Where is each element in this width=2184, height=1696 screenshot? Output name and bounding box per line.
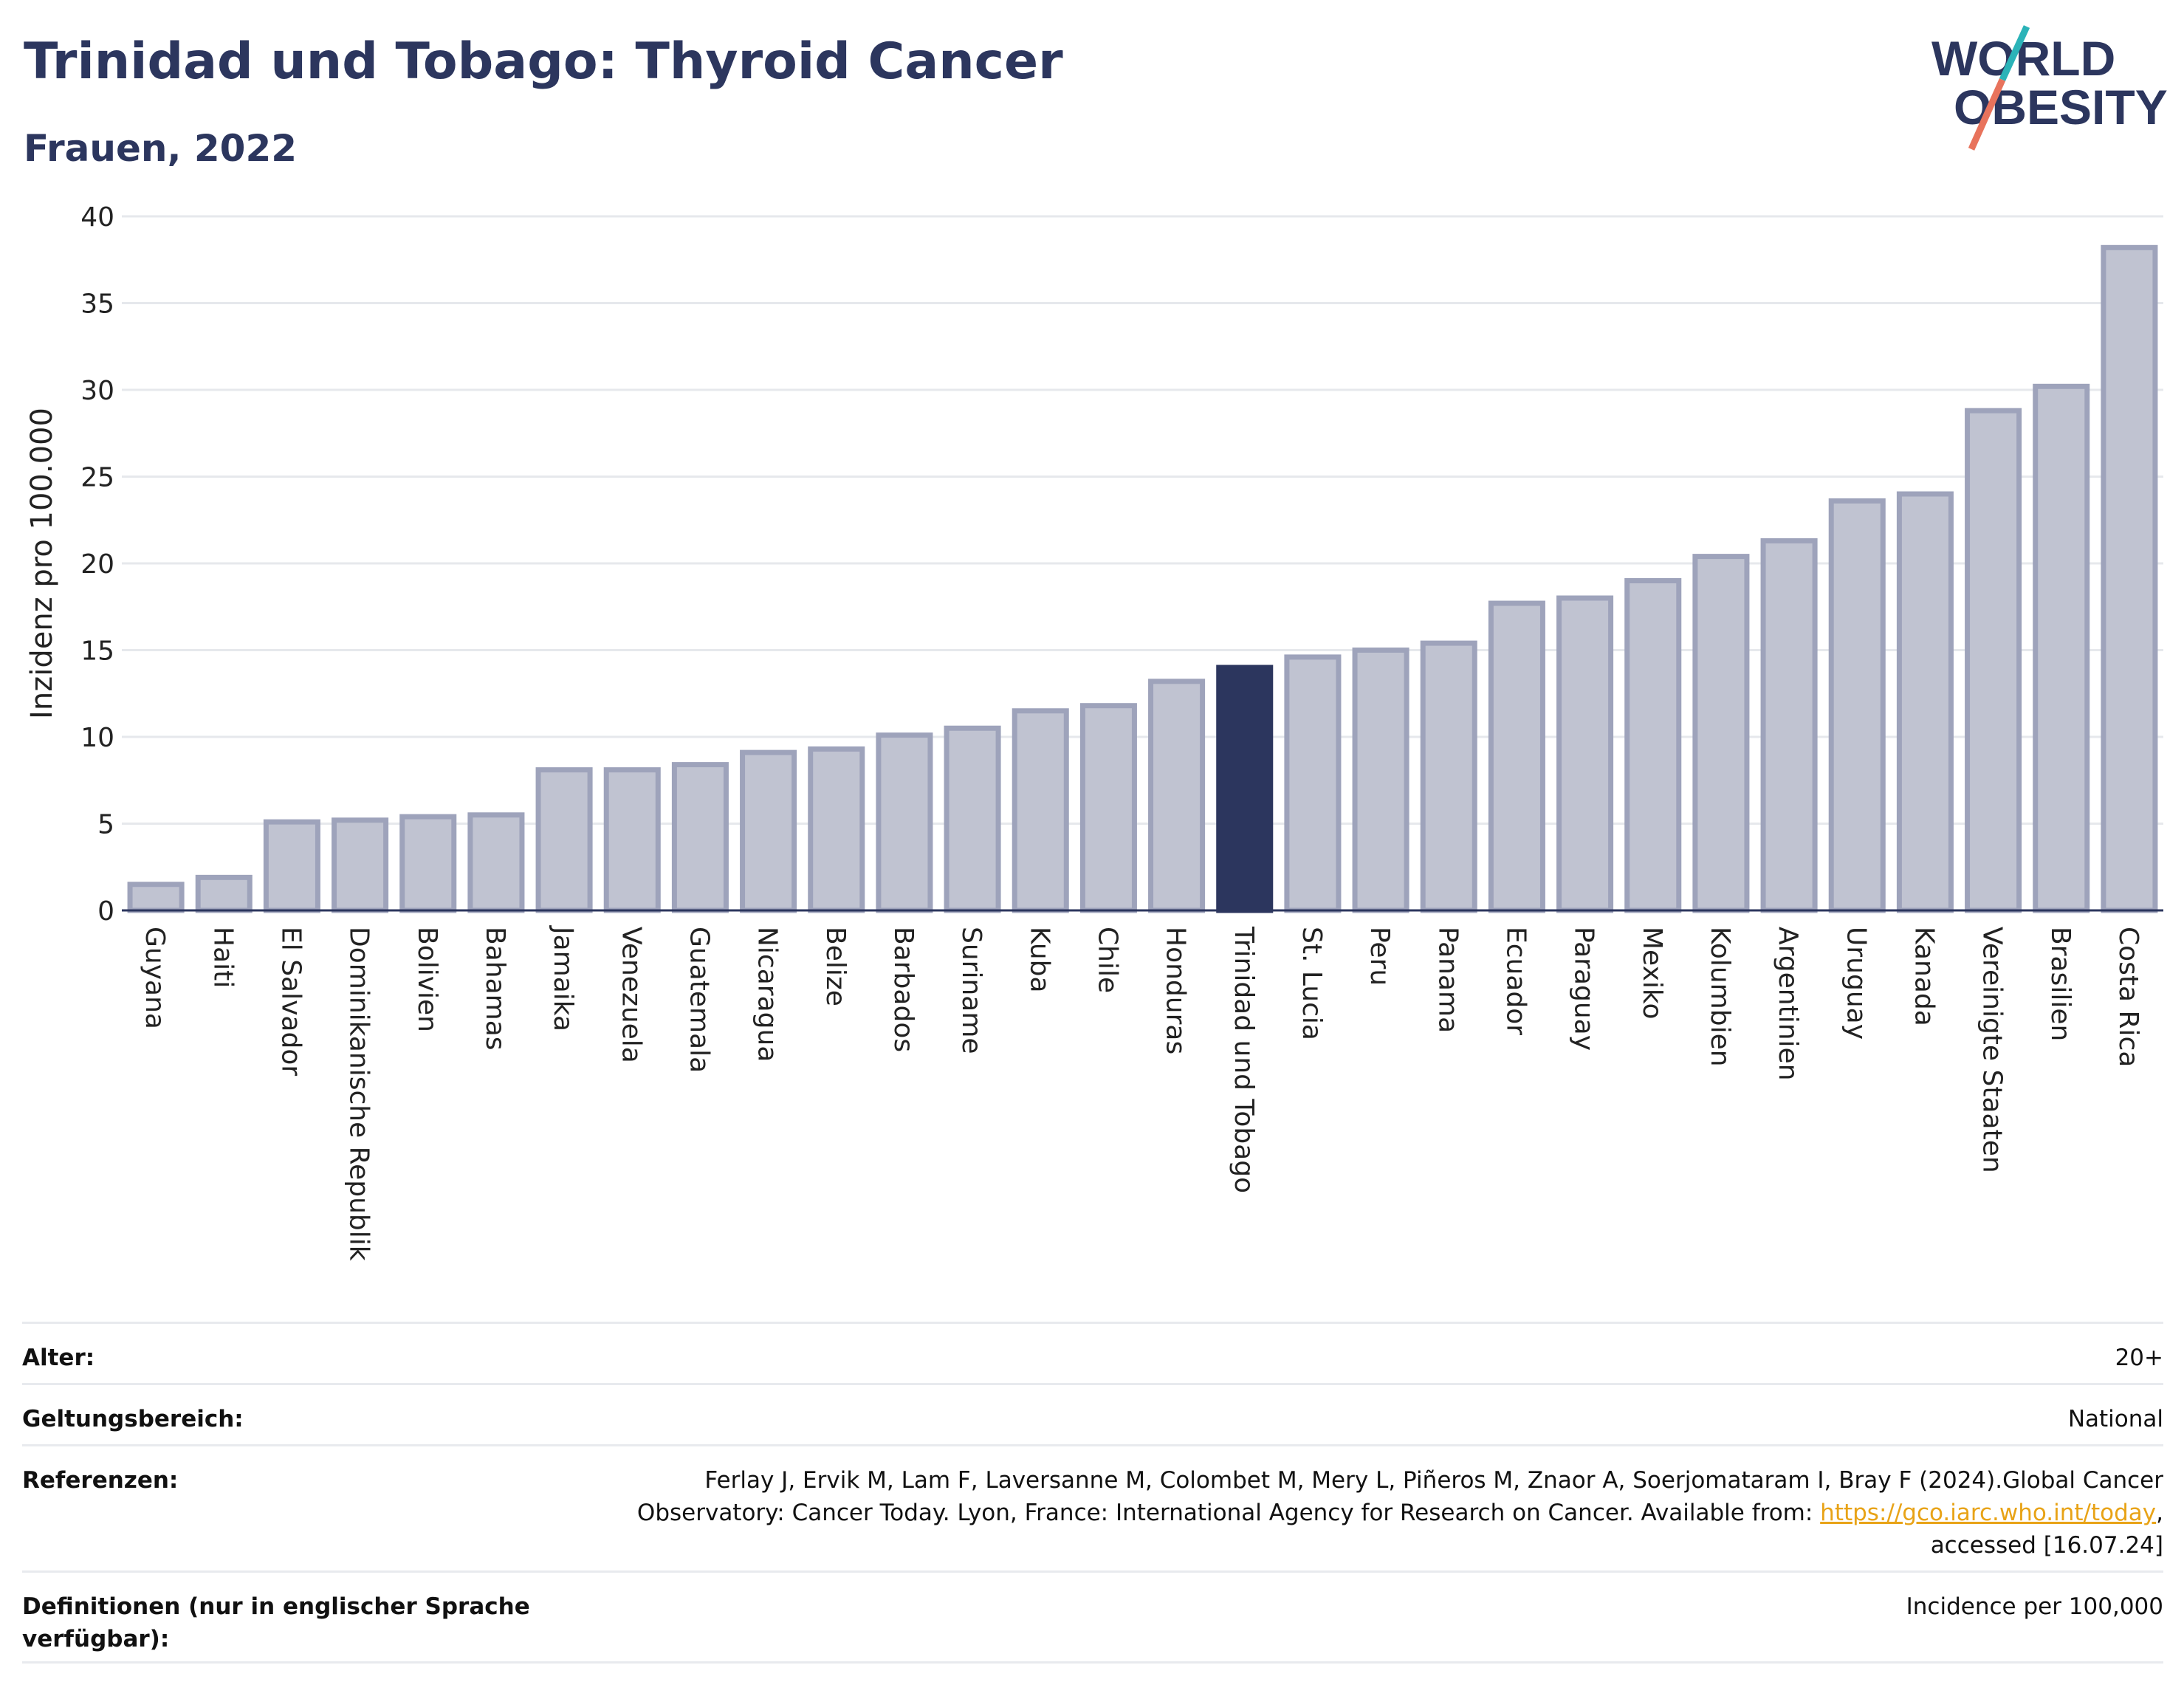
x-tick-label: Bolivien <box>412 927 442 1032</box>
x-tick-label: Chile <box>1092 927 1122 993</box>
x-tick-label: Bahamas <box>480 927 510 1051</box>
x-tick-label: Guyana <box>140 927 170 1029</box>
scope-label: Geltungsbereich: <box>22 1406 244 1432</box>
bar-chart: 0 5 10 15 20 25 30 35 40 Guyana Haiti El Salvador D… <box>25 202 2163 1261</box>
meta-row-references: Referenzen: Ferlay J, Ervik M, Lam F, La… <box>22 1444 2163 1570</box>
y-tick-label: 15 <box>80 636 114 667</box>
x-tick-label: Ecuador <box>1500 927 1531 1035</box>
bar <box>1488 600 1545 913</box>
meta-row-definitions: Definitionen (nur in englischer Sprache … <box>22 1570 2163 1664</box>
bar <box>2101 244 2158 913</box>
bar <box>1284 654 1342 913</box>
y-tick-label: 5 <box>97 810 114 840</box>
age-value: 20+ <box>2115 1345 2163 1371</box>
world-obesity-logo: WORLD OBESITY <box>1931 25 2168 151</box>
reference-text-2: Observatory: Cancer Today. Lyon, France:… <box>636 1500 1821 1526</box>
bar <box>808 746 865 913</box>
x-tick-label: Venezuela <box>616 927 646 1063</box>
y-tick-label: 30 <box>80 376 114 406</box>
x-tick-label: Vereinigte Staaten <box>1977 927 2008 1173</box>
logo-slash-coral <box>1968 78 2006 151</box>
meta-row-age: Alter: 20+ <box>22 1322 2163 1383</box>
y-tick-label: 40 <box>80 202 114 233</box>
x-tick-label: Peru <box>1364 927 1395 986</box>
x-tick-label: Panama <box>1432 927 1463 1033</box>
bar <box>263 819 320 913</box>
bar <box>1420 640 1477 913</box>
bar <box>1556 595 1614 913</box>
metadata-table: Alter: 20+ Geltungsbereich: National Ref… <box>22 1322 2163 1664</box>
x-tick-label: Suriname <box>956 927 986 1054</box>
bar <box>1965 408 2022 913</box>
y-tick-label: 10 <box>80 723 114 753</box>
bar <box>535 767 593 913</box>
bar <box>1896 491 1954 913</box>
reference-link[interactable]: https://gco.iarc.who.int/today <box>1820 1500 2157 1526</box>
reference-text-1: Ferlay J, Ervik M, Lam F, Laversanne M, … <box>704 1467 2163 1494</box>
bar <box>1079 703 1137 913</box>
page-title: Trinidad und Tobago: Thyroid Cancer <box>24 32 1063 91</box>
x-tick-label: Barbados <box>888 927 918 1052</box>
bar-highlighted <box>1216 665 1274 913</box>
x-tick-label: Kolumbien <box>1705 927 1735 1067</box>
page-subtitle: Frauen, 2022 <box>24 127 298 170</box>
definitions-value: Incidence per 100,000 <box>1906 1593 2163 1620</box>
bar <box>671 762 729 913</box>
x-tick-label: Haiti <box>207 927 238 988</box>
x-tick-label: Argentinien <box>1773 927 1803 1081</box>
x-tick-label: Kuba <box>1024 927 1054 993</box>
y-tick-label: 35 <box>80 289 114 320</box>
x-tick-label: St. Lucia <box>1297 927 1327 1040</box>
x-tick-label: El Salvador <box>275 927 306 1076</box>
reference-text-3: accessed [16.07.24] <box>1930 1532 2163 1559</box>
x-tick-label: Mexiko <box>1637 927 1667 1019</box>
bar <box>740 749 797 913</box>
x-tick-label: Costa Rica <box>2113 927 2143 1067</box>
references-value: Ferlay J, Ervik M, Lam F, Laversanne M, … <box>636 1467 2163 1559</box>
bar <box>467 812 525 913</box>
x-tick-label: Brasilien <box>2045 927 2075 1041</box>
references-label: Referenzen: <box>22 1467 179 1494</box>
x-tick-label: Belize <box>820 927 851 1006</box>
x-tick-label: Trinidad und Tobago <box>1229 926 1259 1193</box>
logo-slash-teal <box>1999 25 2030 81</box>
x-tick-label: Uruguay <box>1841 927 1871 1040</box>
x-tick-label: Paraguay <box>1569 927 1599 1051</box>
x-tick-label: Honduras <box>1161 927 1191 1054</box>
bars <box>127 244 2158 913</box>
y-axis-ticks: 0 5 10 15 20 25 30 35 40 <box>80 202 114 927</box>
definitions-label: Definitionen (nur in englischer Sprache … <box>22 1593 530 1652</box>
x-axis-labels: Guyana Haiti El Salvador Dominikanische Rep… <box>140 925 2143 1261</box>
x-tick-label: Nicaragua <box>752 927 783 1062</box>
age-label: Alter: <box>22 1345 95 1371</box>
bar <box>1148 679 1206 913</box>
x-tick-label: Dominikanische Republik <box>344 927 374 1261</box>
y-tick-label: 0 <box>97 896 114 927</box>
bar <box>1692 554 1750 913</box>
scope-value: National <box>2067 1406 2163 1432</box>
bar <box>399 814 457 913</box>
bar <box>332 817 389 913</box>
y-tick-label: 20 <box>80 549 114 580</box>
bar <box>127 882 185 913</box>
bar <box>1760 538 1818 913</box>
x-tick-label: Kanada <box>1909 927 1939 1026</box>
bar <box>944 725 1001 913</box>
bar <box>1012 708 1069 913</box>
bar <box>195 874 253 913</box>
y-tick-label: 25 <box>80 463 114 493</box>
bar <box>2033 383 2090 913</box>
y-axis-label: Inzidenz pro 100.000 <box>25 408 59 719</box>
bar <box>876 732 933 913</box>
x-tick-label: Guatemala <box>684 927 714 1073</box>
grid-lines <box>122 215 2163 825</box>
bar <box>1624 578 1682 913</box>
bar <box>603 767 661 913</box>
x-tick-label: Jamaika <box>548 925 578 1031</box>
bar <box>1352 648 1409 913</box>
meta-row-scope: Geltungsbereich: National <box>22 1383 2163 1444</box>
bar <box>1828 498 1886 913</box>
